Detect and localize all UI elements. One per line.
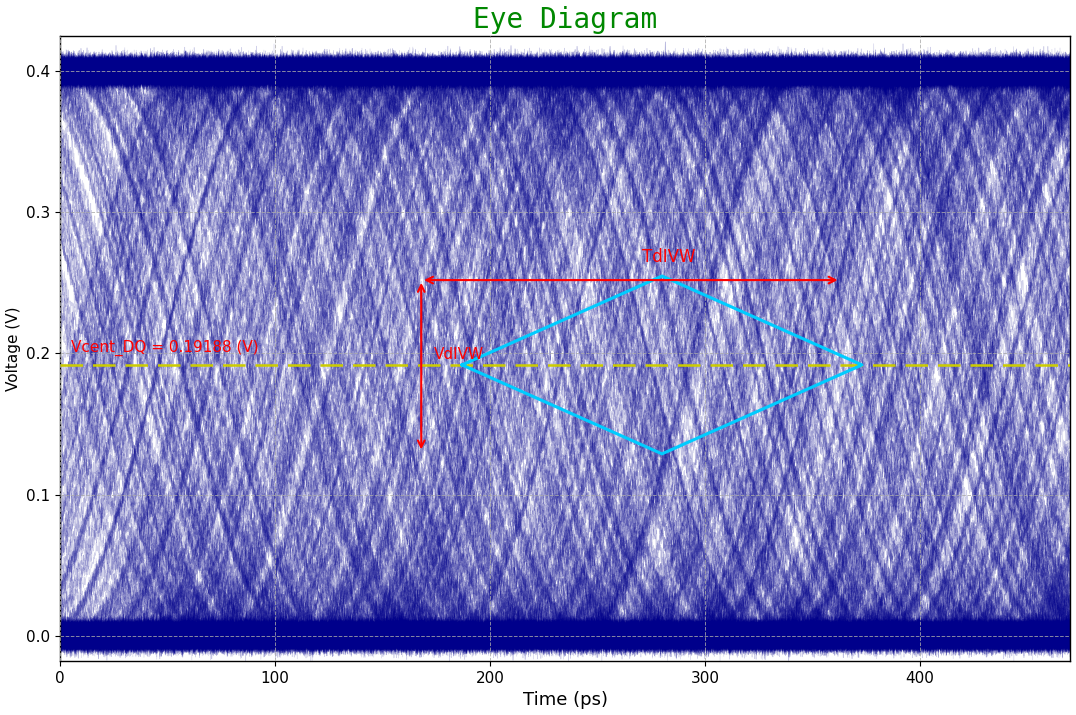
X-axis label: Time (ps): Time (ps) — [523, 691, 608, 709]
Text: Vcent_DQ = 0.19188 (V): Vcent_DQ = 0.19188 (V) — [71, 340, 258, 357]
Title: Eye Diagram: Eye Diagram — [473, 6, 657, 34]
Text: TdIVW: TdIVW — [641, 247, 695, 266]
Y-axis label: Voltage (V): Voltage (V) — [5, 306, 20, 391]
Text: VdIVW: VdIVW — [434, 347, 484, 362]
